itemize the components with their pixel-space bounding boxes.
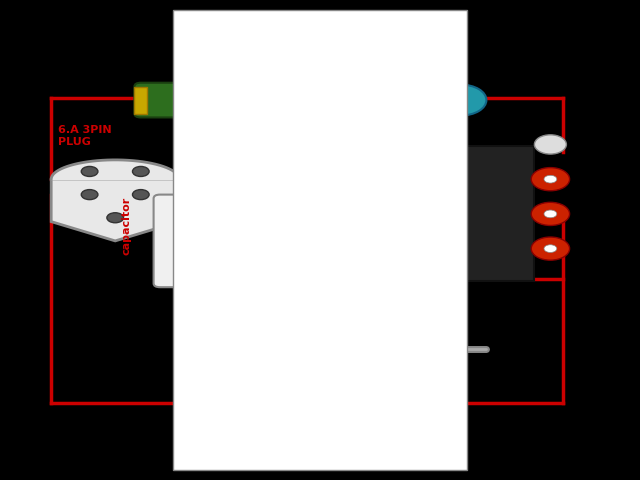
FancyBboxPatch shape [134,83,416,118]
Circle shape [435,84,486,116]
Circle shape [534,135,566,154]
Text: speed contro
switch: speed contro switch [576,129,640,151]
Circle shape [243,302,397,395]
Circle shape [531,168,570,191]
Circle shape [132,167,149,177]
Bar [134,86,147,114]
Circle shape [531,237,570,260]
FancyBboxPatch shape [154,194,256,287]
Bar [403,86,416,114]
Text: resistor: resistor [254,95,296,105]
Circle shape [81,190,98,200]
Circle shape [544,210,557,218]
Circle shape [132,190,149,200]
Polygon shape [51,179,179,241]
Circle shape [544,245,557,252]
Circle shape [544,175,557,183]
Text: capacitor: capacitor [122,196,132,254]
Text: Fan Motor: Fan Motor [280,423,360,437]
Text: 6.A 3PIN
PLUG: 6.A 3PIN PLUG [58,125,111,147]
Circle shape [531,203,570,226]
Circle shape [107,213,124,223]
Circle shape [81,167,98,177]
Circle shape [218,287,422,411]
Text: BW: BW [199,234,211,240]
FancyBboxPatch shape [438,146,534,281]
Text: 1.5μF
250V: 1.5μF 250V [196,251,214,262]
